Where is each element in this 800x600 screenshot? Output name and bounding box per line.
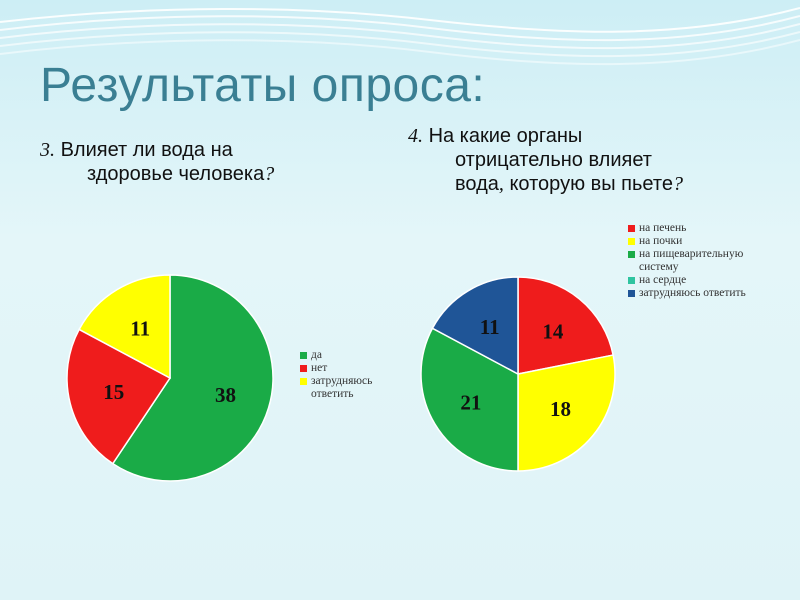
pie2-slice-2 xyxy=(420,327,519,472)
legend2-label-3: на сердце xyxy=(639,274,687,286)
legend2-swatch-3 xyxy=(628,277,635,284)
legend2-label-1: на почки xyxy=(639,235,683,247)
pie1-slice-0 xyxy=(111,274,274,482)
pie1-slice-1 xyxy=(66,328,172,465)
pie2-label-0: 14 xyxy=(542,319,564,343)
question-3: 3. Влияет ли вода на здоровье человека? xyxy=(40,138,340,186)
legend2-label-4: затрудняюсь ответить xyxy=(639,287,746,299)
pie2-label-1: 18 xyxy=(550,397,571,421)
pie2-label-2: 21 xyxy=(460,390,481,414)
question-4-number: 4. xyxy=(408,125,423,147)
pie1-slice-2 xyxy=(78,274,171,380)
question-3-number: 3. xyxy=(40,139,55,161)
legend1-item-1: нет xyxy=(300,362,410,375)
pie1-label-2: 11 xyxy=(130,316,150,340)
question-4-mark: ? xyxy=(672,173,683,195)
pie2-slice-4 xyxy=(431,276,519,376)
legend2-swatch-1 xyxy=(628,238,635,245)
question-4-line2: отрицательно влияет xyxy=(455,149,652,171)
legend1-label-1: нет xyxy=(311,362,328,374)
legend1-swatch-2 xyxy=(300,378,307,385)
legend2-item-2: на пищеварительную систему xyxy=(628,248,758,274)
question-4: 4. На какие органы отрицательно влияет в… xyxy=(408,124,778,196)
question-4-line3b: которую вы пьете xyxy=(503,173,673,195)
pie1-label-0: 38 xyxy=(215,383,236,407)
legend-q3: да нет затрудняюсь ответить xyxy=(300,349,410,401)
legend1-swatch-1 xyxy=(300,365,307,372)
question-3-line2: здоровье человека xyxy=(87,163,265,185)
legend2-item-1: на почки xyxy=(628,235,758,248)
slide-title: Результаты опроса: xyxy=(40,59,486,112)
legend2-item-4: затрудняюсь ответить xyxy=(628,287,758,300)
legend1-swatch-0 xyxy=(300,352,307,359)
legend1-label-0: да xyxy=(311,349,322,361)
legend2-label-2: на пищеварительную систему xyxy=(639,248,744,273)
pie2-label-4: 11 xyxy=(480,315,500,339)
legend1-label-2: затрудняюсь ответить xyxy=(311,375,373,400)
pie2-slice-0 xyxy=(517,276,615,375)
legend2-swatch-2 xyxy=(628,251,635,258)
pie2-slice-1 xyxy=(517,354,616,472)
header-waves-decoration xyxy=(0,7,800,66)
question-4-line1: На какие органы xyxy=(428,125,583,147)
legend1-item-2: затрудняюсь ответить xyxy=(300,375,410,401)
question-3-mark: ? xyxy=(264,163,275,185)
legend1-item-0: да xyxy=(300,349,410,362)
legend2-label-0: на печень xyxy=(639,222,687,234)
question-4-line3b-comma: , xyxy=(498,173,504,195)
legend2-swatch-0 xyxy=(628,225,635,232)
question-4-line3: вода xyxy=(455,173,499,195)
legend-q4: на печень на почки на пищеварительную сист… xyxy=(628,222,758,300)
pie1-label-1: 15 xyxy=(103,380,124,404)
legend2-item-0: на печень xyxy=(628,222,758,235)
legend2-item-3: на сердце xyxy=(628,274,758,287)
legend2-swatch-4 xyxy=(628,290,635,297)
question-3-line1: Влияет ли вода на xyxy=(60,139,233,161)
